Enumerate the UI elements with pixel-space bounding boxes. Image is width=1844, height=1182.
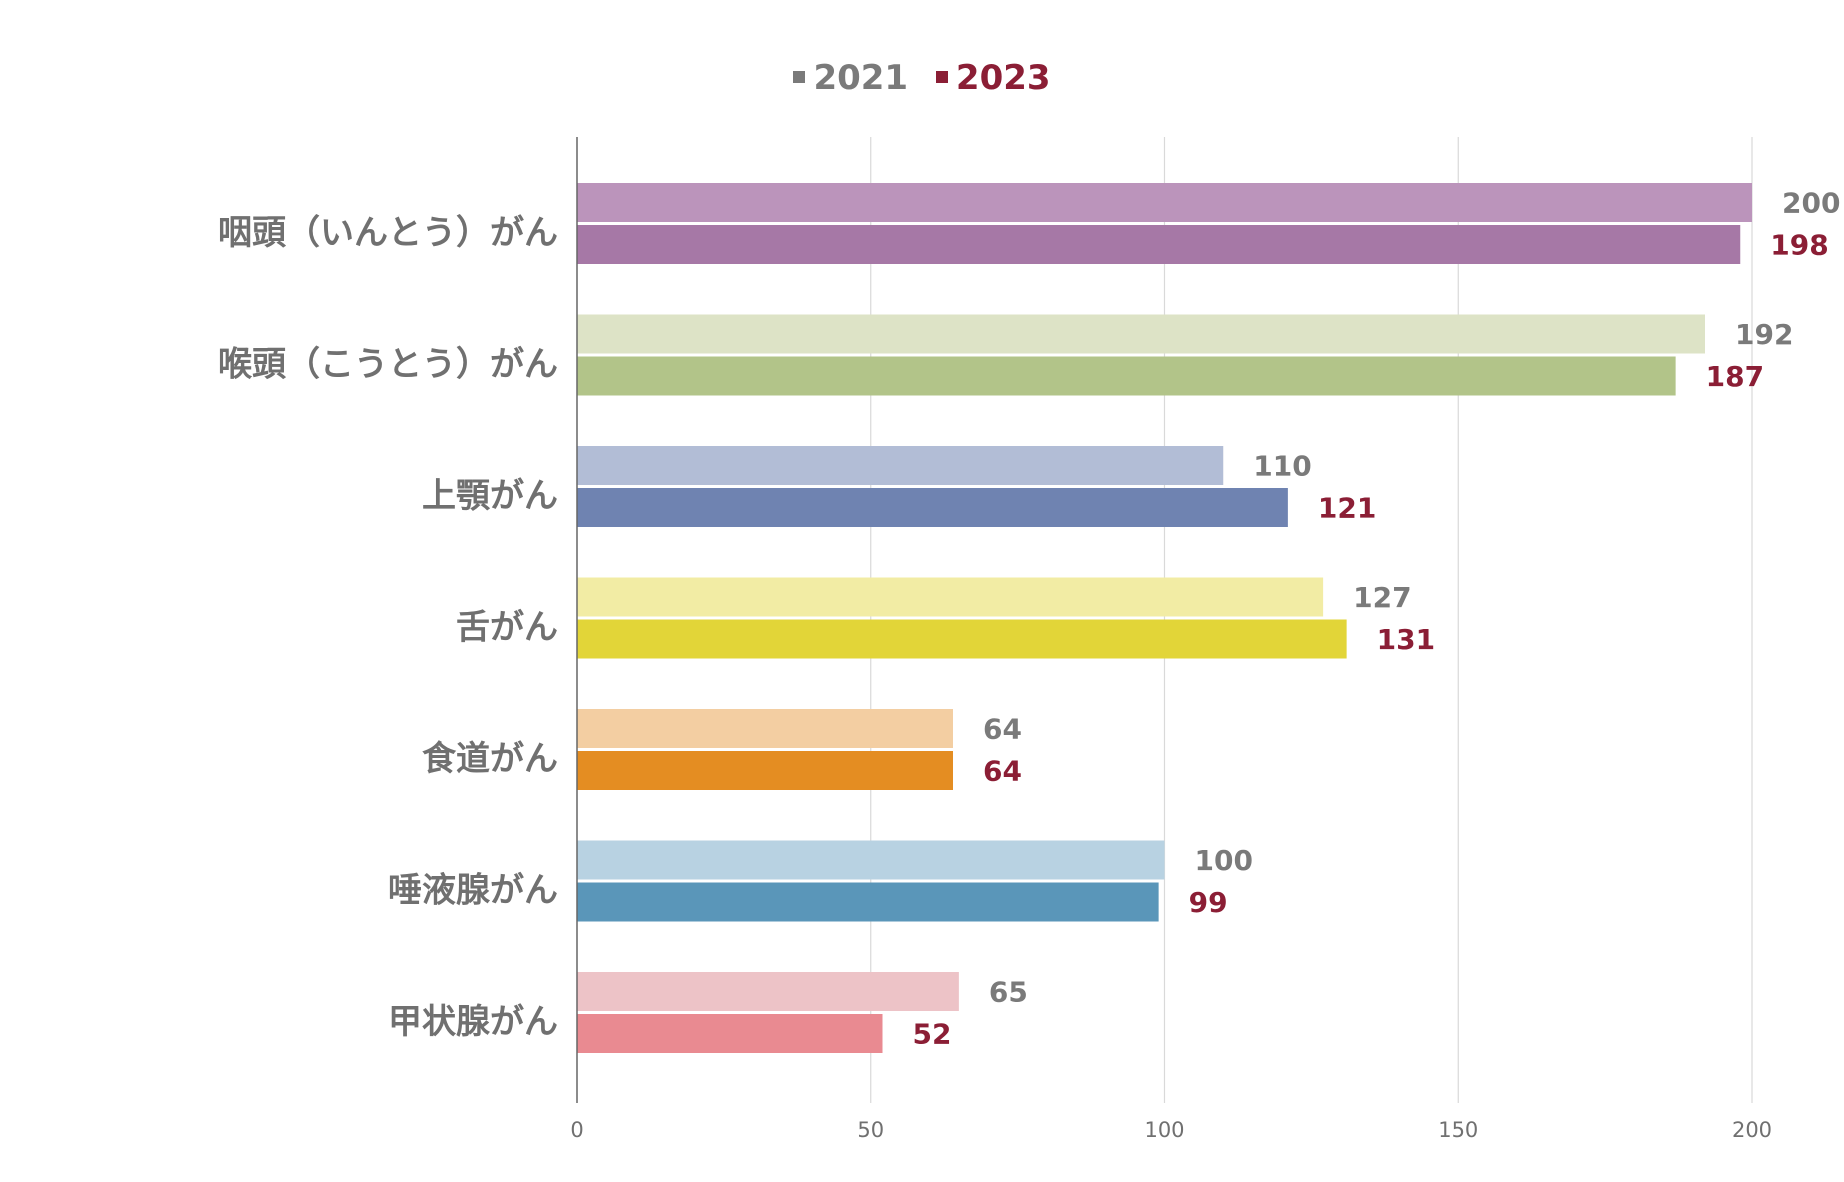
value-label-2021-2: 192	[1735, 318, 1793, 351]
bar-2021-5	[577, 709, 953, 748]
value-label-2023-4: 131	[1377, 623, 1435, 656]
bar-2023-5	[577, 751, 953, 790]
x-tick-label-150: 150	[1438, 1118, 1478, 1142]
bar-2023-7	[577, 1014, 883, 1053]
bar-2021-4	[577, 577, 1324, 617]
legend-item-2023: 2023	[935, 58, 1051, 98]
value-label-2023-3: 121	[1318, 492, 1376, 525]
bar-2023-1	[577, 225, 1741, 264]
value-label-2023-5: 64	[983, 755, 1022, 788]
value-label-2021-7: 65	[989, 976, 1028, 1009]
bar-2021-2	[577, 314, 1705, 354]
bar-2021-3	[577, 446, 1224, 485]
value-label-2021-6: 100	[1195, 844, 1253, 877]
legend-swatch-2023	[935, 71, 948, 83]
x-tick-label-0: 0	[570, 1118, 583, 1142]
value-label-2023-7: 52	[913, 1018, 952, 1051]
legend: 2021 2023	[0, 58, 1844, 98]
value-label-2023-2: 187	[1706, 360, 1764, 393]
x-tick-label-50: 50	[857, 1118, 884, 1142]
x-tick-label-100: 100	[1144, 1118, 1184, 1142]
category-label-2: 喉頭（こうとう）がん	[218, 345, 558, 385]
value-label-2021-4: 127	[1353, 581, 1411, 614]
category-label-5: 食道がん	[422, 739, 558, 779]
bar-2021-6	[577, 840, 1165, 880]
legend-swatch-2021	[793, 71, 806, 83]
category-label-4: 舌がん	[456, 608, 558, 648]
bar-2021-7	[577, 972, 959, 1011]
legend-label-2021: 2021	[813, 58, 909, 98]
legend-label-2023: 2023	[955, 58, 1051, 98]
legend-item-2021: 2021	[793, 58, 908, 98]
category-label-6: 唾液腺がん	[388, 871, 558, 911]
category-label-7: 甲状腺がん	[388, 1002, 558, 1042]
value-label-2021-1: 200	[1782, 187, 1840, 220]
bar-2021-1	[577, 183, 1752, 222]
value-label-2021-5: 64	[983, 713, 1022, 746]
bar-2023-2	[577, 356, 1676, 396]
value-label-2023-1: 198	[1770, 229, 1828, 262]
category-label-1: 咽頭（いんとう）がん	[218, 213, 558, 253]
x-tick-label-200: 200	[1732, 1118, 1772, 1142]
bar-2023-4	[577, 619, 1347, 659]
category-label-3: 上顎がん	[422, 476, 558, 516]
value-label-2021-3: 110	[1253, 450, 1311, 483]
value-label-2023-6: 99	[1189, 886, 1228, 919]
bar-2023-6	[577, 882, 1159, 922]
bar-2023-3	[577, 488, 1288, 527]
